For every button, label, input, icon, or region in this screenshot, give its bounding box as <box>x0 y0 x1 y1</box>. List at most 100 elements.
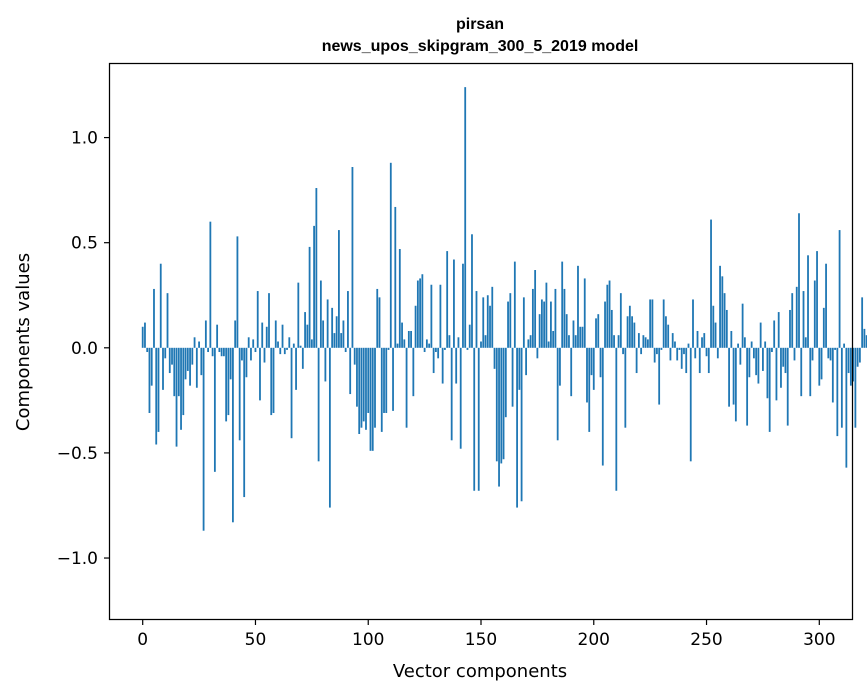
bar <box>279 347 282 355</box>
bar <box>204 320 207 348</box>
bar <box>635 347 638 374</box>
bar <box>367 347 370 413</box>
bar <box>752 347 755 359</box>
bar <box>685 347 688 374</box>
bar <box>595 318 597 348</box>
bar <box>480 341 482 348</box>
bar <box>306 324 309 348</box>
bar <box>865 335 867 348</box>
bar <box>155 347 158 445</box>
bar <box>455 347 458 384</box>
bar <box>193 337 196 348</box>
bar <box>268 293 270 348</box>
bar <box>471 234 473 348</box>
bar <box>662 299 665 348</box>
bar <box>840 347 843 428</box>
bar <box>450 347 453 441</box>
bar <box>222 347 225 357</box>
bar <box>741 303 744 348</box>
bar <box>380 347 383 432</box>
bar <box>703 333 706 348</box>
bar <box>310 339 313 348</box>
bar <box>624 347 627 428</box>
bar <box>615 347 618 491</box>
bar <box>804 337 807 348</box>
bar <box>198 341 200 348</box>
bar <box>241 347 243 361</box>
bar <box>493 347 496 369</box>
bar <box>360 347 363 428</box>
bar <box>707 347 710 374</box>
bar <box>710 219 712 348</box>
y-tick-label: 1.0 <box>71 129 98 149</box>
bar <box>365 347 367 430</box>
bar <box>531 288 534 348</box>
bar <box>313 225 315 348</box>
y-tick-label: 0.5 <box>71 234 98 254</box>
bar <box>750 341 753 348</box>
bar-series <box>141 87 867 531</box>
bar <box>347 291 349 348</box>
y-axis-ticks: −1.0 −0.5 0.0 0.5 1.0 <box>57 129 110 569</box>
bar <box>716 347 719 359</box>
y-axis-label: Components values <box>13 253 34 431</box>
bar <box>827 347 830 359</box>
bar <box>425 339 428 348</box>
chart-subtitle: news_upos_skipgram_300_5_2019 model <box>322 38 639 55</box>
bar <box>274 320 277 348</box>
bar <box>577 265 579 348</box>
bar <box>676 347 679 361</box>
bar <box>746 347 749 426</box>
bar <box>581 326 584 348</box>
bar <box>356 347 358 407</box>
bar <box>272 347 275 413</box>
bar <box>423 347 426 353</box>
bar <box>838 230 841 348</box>
bar <box>335 316 338 348</box>
bar <box>671 333 674 348</box>
bar <box>482 297 485 348</box>
y-tick-label: 0.0 <box>71 339 98 359</box>
bar <box>247 337 250 348</box>
bar <box>687 343 690 348</box>
bar <box>432 347 435 374</box>
bar <box>180 347 182 430</box>
bar <box>858 347 861 363</box>
bar <box>358 347 361 434</box>
bar <box>692 299 694 348</box>
bar <box>383 347 385 413</box>
bar <box>588 347 591 432</box>
bar <box>371 347 374 451</box>
bar <box>412 347 415 397</box>
bar <box>288 337 291 348</box>
bar <box>509 293 512 348</box>
bar <box>414 305 417 348</box>
bar <box>319 280 322 348</box>
bar <box>374 347 376 428</box>
bar <box>182 347 185 416</box>
bar <box>405 347 408 428</box>
bar <box>146 347 149 353</box>
y-tick-label: −0.5 <box>57 444 98 464</box>
bar <box>484 335 487 348</box>
bar <box>299 345 302 348</box>
bar <box>331 307 334 348</box>
bar <box>502 347 505 460</box>
bar <box>507 301 509 348</box>
y-tick-label: −1.0 <box>57 549 98 569</box>
bar <box>547 341 550 348</box>
bar <box>644 337 647 348</box>
bar <box>619 293 622 348</box>
bar <box>658 347 661 405</box>
bar <box>144 322 146 348</box>
bar <box>777 312 780 348</box>
bar <box>328 347 331 508</box>
bar <box>694 347 697 359</box>
bar <box>297 282 300 348</box>
bar <box>252 339 255 348</box>
bar <box>734 347 737 422</box>
bar <box>854 347 857 428</box>
bar <box>473 347 476 491</box>
bar <box>344 347 347 353</box>
bar <box>522 297 525 348</box>
